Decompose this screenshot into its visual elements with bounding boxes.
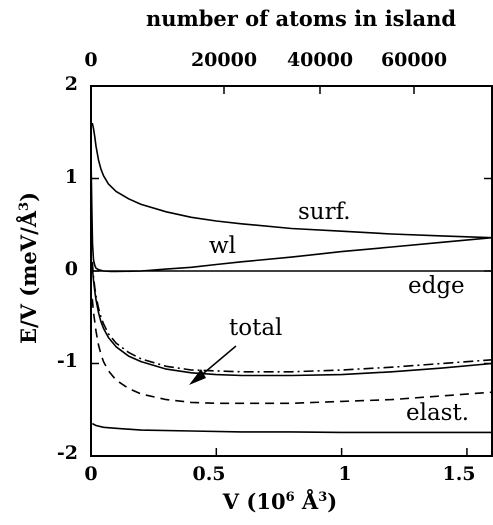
x-axis-title: V (106 Å3) — [222, 489, 337, 514]
y-axis-title: E/V (meV/Å3) — [16, 192, 41, 344]
y-tick-label: 0 — [65, 258, 78, 280]
annotation-total: total — [229, 315, 282, 341]
top-tick-label: 0 — [84, 49, 97, 71]
x-tick-label: 0.5 — [192, 463, 225, 485]
total-arrow-head — [189, 369, 206, 385]
y-tick-label: -1 — [57, 350, 78, 372]
y-tick-label: 2 — [65, 73, 78, 95]
top-axis-title: number of atoms in island — [146, 6, 456, 31]
y-tick-label: 1 — [65, 166, 78, 188]
annotation-surf: surf. — [298, 199, 351, 225]
series-line-wl — [90, 155, 493, 273]
top-tick-label: 40000 — [287, 49, 353, 71]
x-tick-label: 0 — [84, 463, 97, 485]
x-tick-label: 1.5 — [442, 463, 475, 485]
annotation-elast: elast. — [406, 400, 469, 426]
series-line-total — [91, 261, 493, 373]
top-tick-label: 20000 — [191, 49, 257, 71]
series-line-dashed — [91, 298, 493, 405]
total-arrow-line — [197, 345, 237, 379]
x-tick-label: 1 — [338, 463, 351, 485]
series-line-solid_mid — [91, 266, 493, 377]
y-tick-label: -2 — [57, 442, 78, 464]
plot-frame — [90, 85, 493, 457]
annotation-edge: edge — [408, 273, 465, 299]
top-tick-label: 60000 — [381, 49, 447, 71]
annotation-wl: wl — [209, 233, 236, 259]
curves — [90, 122, 493, 434]
series-line-elast — [91, 422, 492, 434]
series-line-surf — [91, 122, 493, 239]
